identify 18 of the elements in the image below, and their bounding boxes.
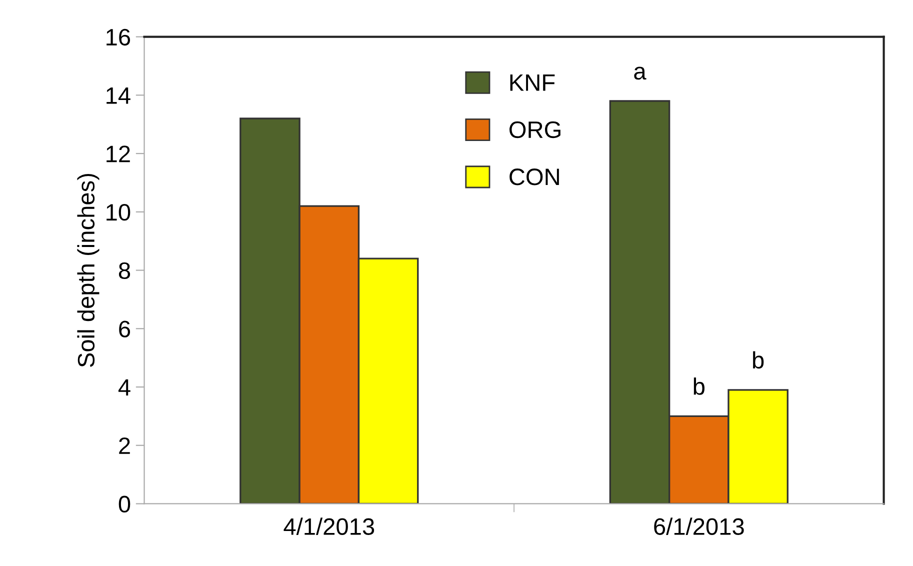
annotation: b <box>694 378 704 395</box>
y-tick-label: 12 <box>106 146 130 162</box>
y-tick-label: 4 <box>118 379 130 396</box>
y-tick-label: 2 <box>119 437 130 454</box>
legend-label: ORG <box>509 121 560 138</box>
legend-label: CON <box>510 168 559 186</box>
y-axis-title: Soil depth (inches) <box>77 174 100 367</box>
annotation: a <box>634 66 646 80</box>
y-tick-label: 16 <box>106 28 130 46</box>
y-tick-label: 10 <box>106 204 130 221</box>
legend-label: KNF <box>510 74 555 91</box>
y-tick-label: 0 <box>118 496 130 513</box>
x-tick-label: 6/1/2013 <box>654 518 744 535</box>
y-tick-label: 8 <box>118 262 130 280</box>
y-tick-label: 14 <box>106 87 130 104</box>
y-tick-label: 6 <box>119 320 130 338</box>
x-tick-label: 4/1/2013 <box>284 518 374 535</box>
annotation: b <box>753 351 764 369</box>
